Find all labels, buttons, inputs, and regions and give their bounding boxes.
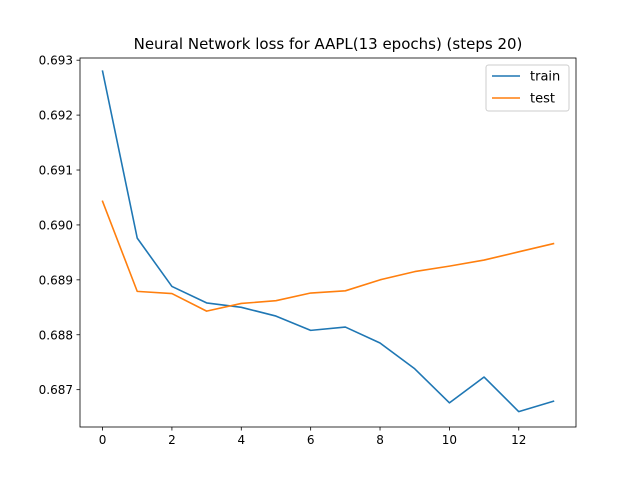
x-tick-label: 12	[511, 433, 526, 447]
x-tick-label: 8	[376, 433, 384, 447]
series-line-test	[101, 200, 555, 312]
axes-layer: 0 2 4 6 8 10 12 0.687 0.688 0.689 0.690 0.691 0.692 0…	[39, 54, 577, 447]
y-tick-label: 0.692	[39, 109, 73, 123]
x-tick-label: 4	[237, 433, 245, 447]
x-tick-label: 0	[99, 433, 107, 447]
y-tick-label: 0.693	[39, 54, 73, 68]
series-layer	[101, 70, 555, 413]
y-tick-label: 0.688	[39, 328, 73, 342]
y-tick-label: 0.689	[39, 273, 73, 287]
axes-frame	[79, 57, 577, 428]
series-line-train	[101, 70, 555, 413]
legend-label-train: train	[530, 70, 560, 85]
y-tick-label: 0.691	[39, 164, 73, 178]
y-tick-label: 0.687	[39, 383, 73, 397]
legend-label-test: test	[530, 92, 555, 107]
x-tick-label: 10	[442, 433, 457, 447]
x-tick-label: 6	[307, 433, 315, 447]
plot-area	[80, 58, 576, 427]
y-tick-label: 0.690	[39, 218, 73, 232]
legend: train test	[485, 64, 570, 112]
chart-title: Neural Network loss for AAPL(13 epochs) …	[134, 35, 523, 53]
x-tick-label: 2	[168, 433, 176, 447]
